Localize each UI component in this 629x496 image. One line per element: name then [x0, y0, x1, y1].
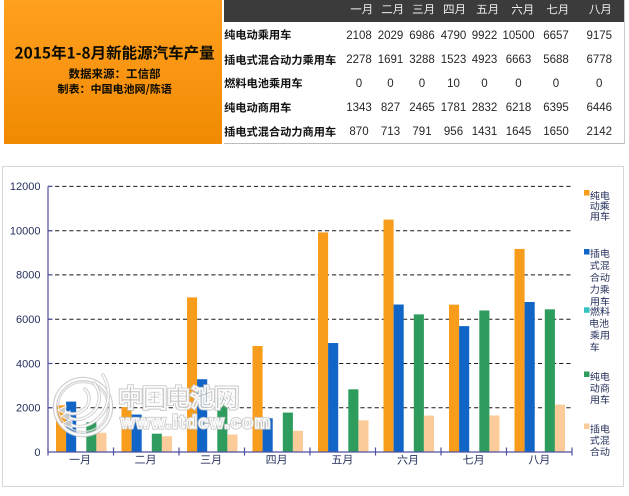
svg-text:10000: 10000 — [10, 226, 41, 238]
svg-text:6000: 6000 — [16, 314, 40, 326]
svg-text:8000: 8000 — [16, 270, 40, 282]
svg-text:0: 0 — [34, 447, 40, 459]
svg-text:www.itdcw.com: www.itdcw.com — [120, 412, 272, 432]
svg-text:4000: 4000 — [16, 358, 40, 370]
svg-text:www.itdcw.com: www.itdcw.com — [120, 412, 272, 432]
svg-text:12000: 12000 — [10, 181, 41, 193]
svg-text:2000: 2000 — [16, 403, 40, 415]
